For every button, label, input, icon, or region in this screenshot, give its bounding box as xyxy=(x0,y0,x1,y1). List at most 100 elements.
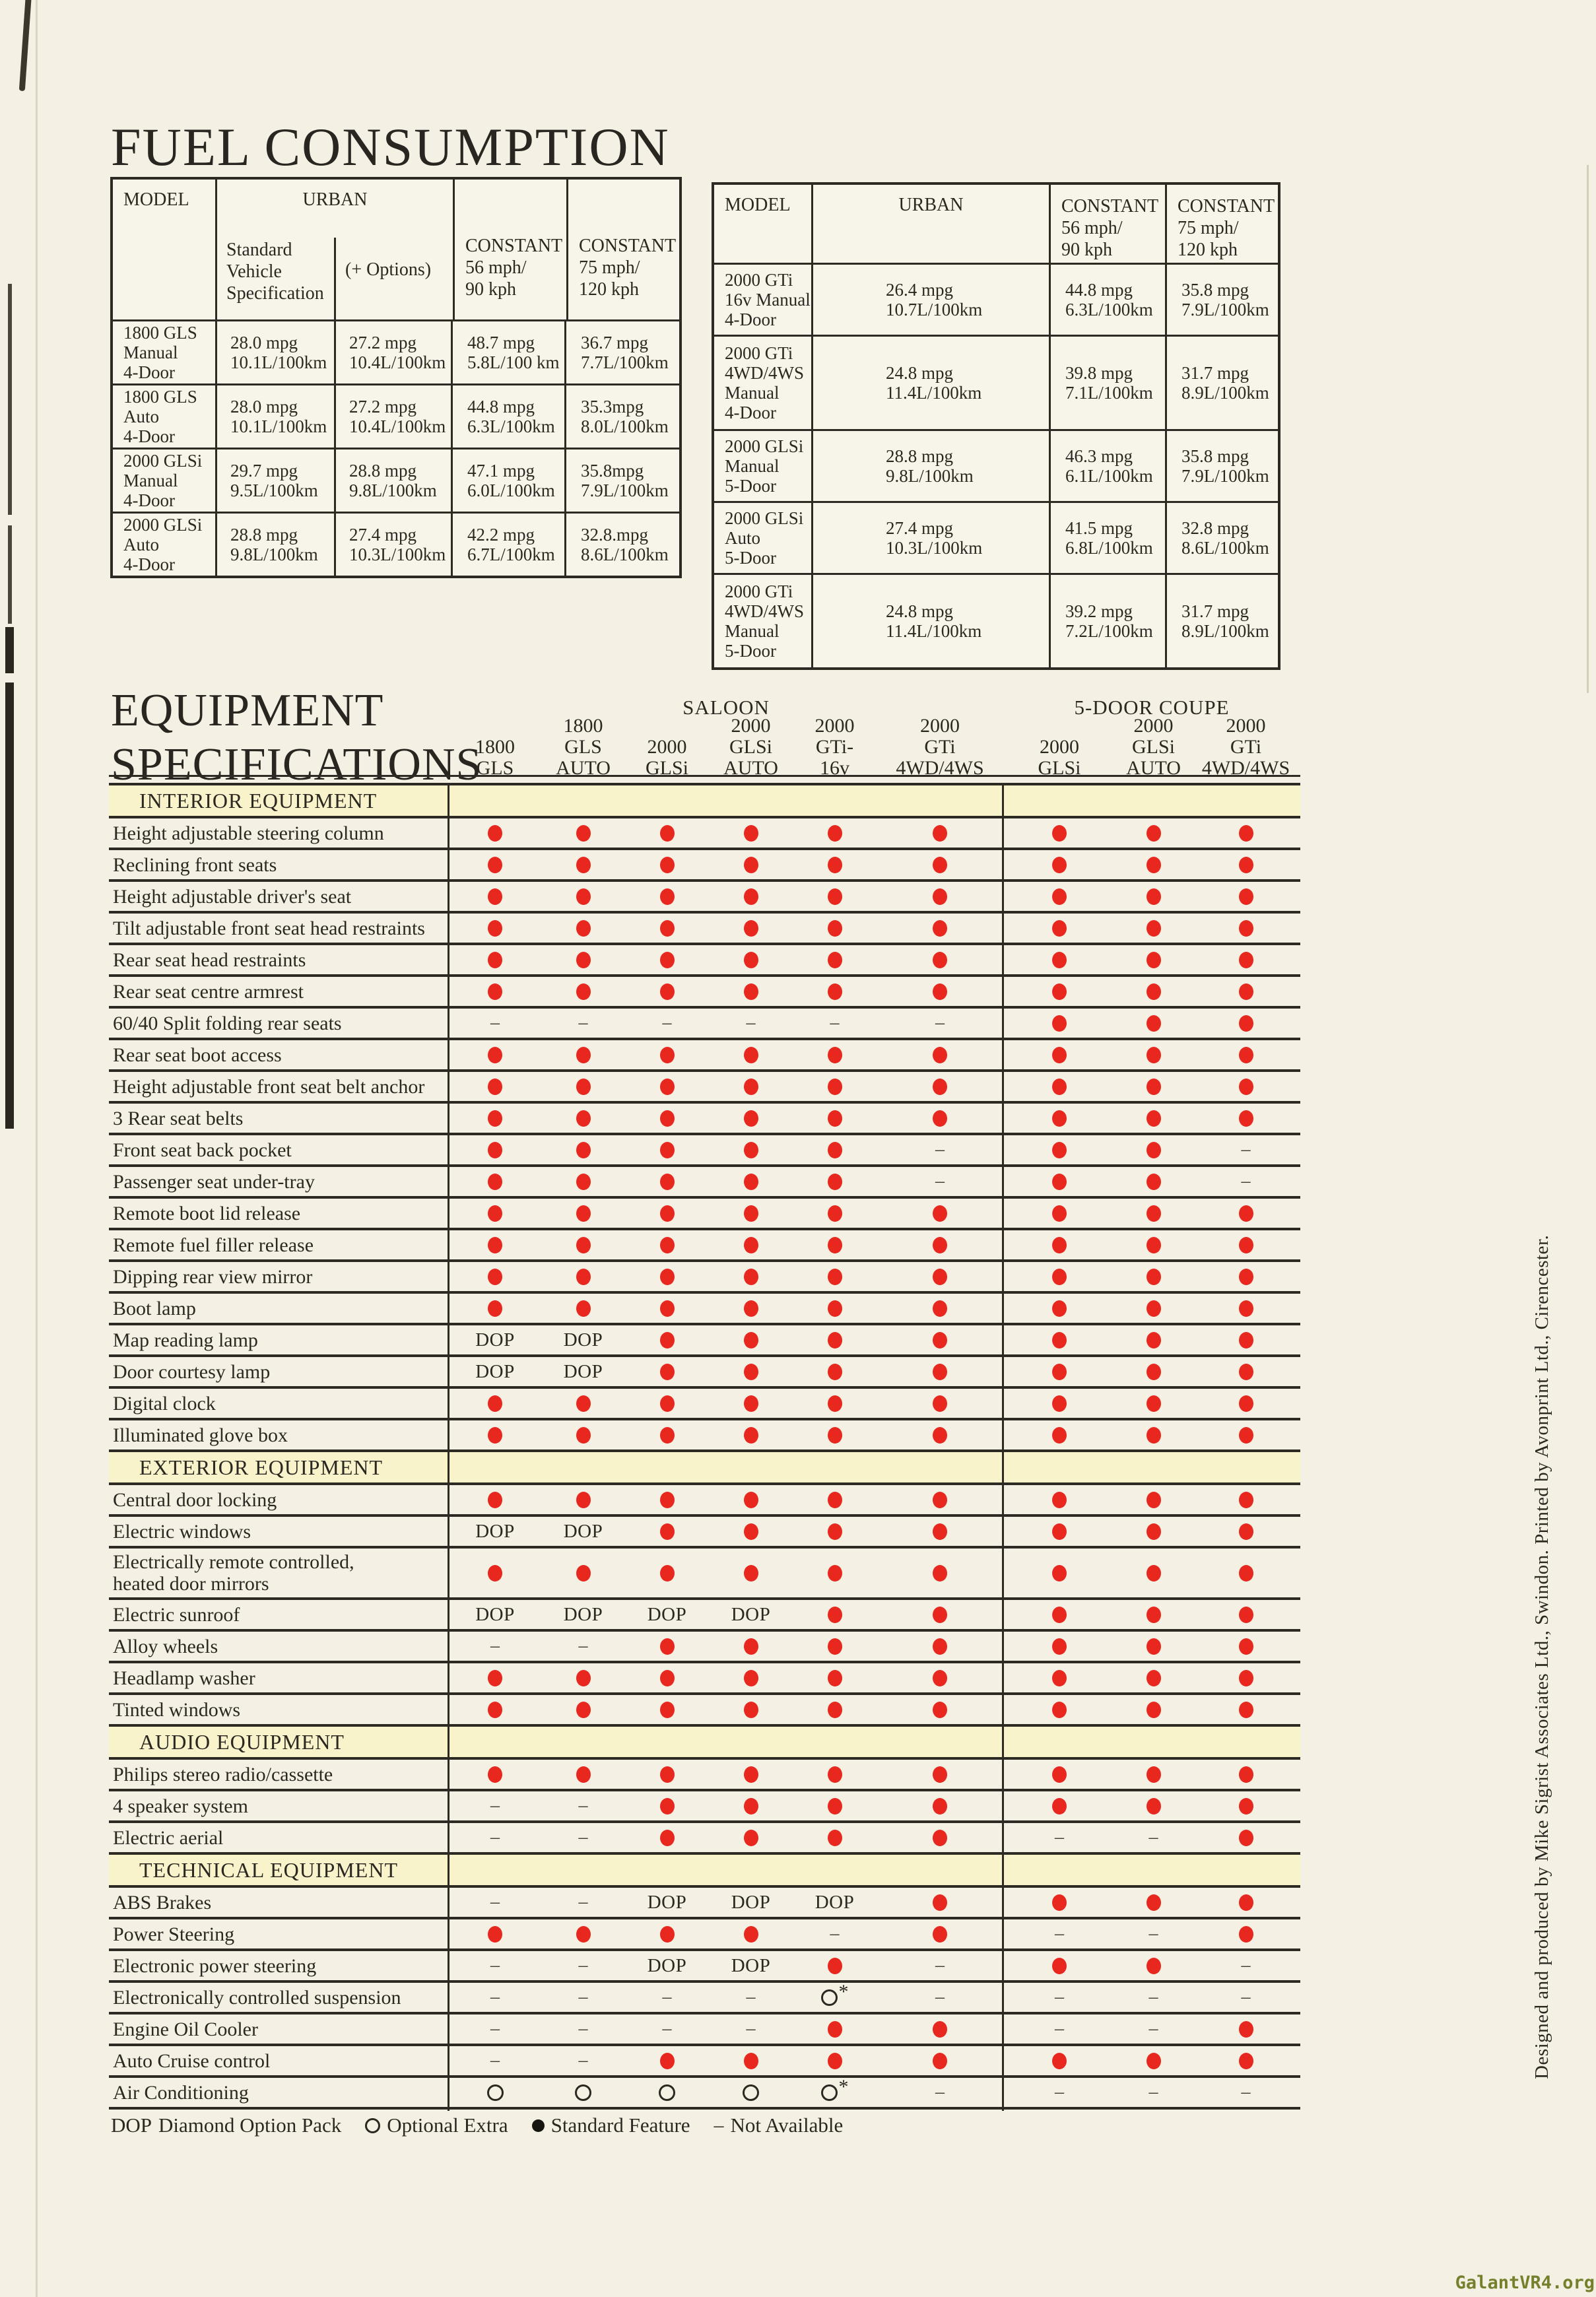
standard-feature-dot-icon xyxy=(659,1491,675,1508)
standard-feature-dot-icon xyxy=(576,888,591,905)
text-line: 56 mph/ xyxy=(465,257,527,278)
equipment-cell xyxy=(625,1485,709,1514)
row-label: Alloy wheels xyxy=(113,1635,218,1657)
standard-feature-dot-icon xyxy=(743,1925,758,1943)
standard-feature-dot-icon xyxy=(1052,1173,1067,1190)
equipment-cell: – xyxy=(625,2014,709,2044)
fuel-urban-standard-cell: 29.7 mpg 9.5L/100km xyxy=(217,449,336,512)
standard-feature-dot-icon xyxy=(1238,1110,1253,1127)
standard-feature-dot-icon xyxy=(576,1173,591,1190)
text-line: 4WD/4WS xyxy=(725,601,804,621)
standard-feature-dot-icon xyxy=(743,1173,758,1190)
standard-feature-dot-icon xyxy=(659,1829,675,1846)
equipment-cell xyxy=(709,1199,793,1228)
standard-feature-dot-icon xyxy=(576,1268,591,1285)
equipment-cell xyxy=(1003,1632,1115,1661)
standard-feature-dot-icon xyxy=(1052,1236,1067,1253)
dop-mark: DOP xyxy=(647,1603,687,1625)
equipment-cell xyxy=(449,1548,541,1597)
standard-feature-dot-icon xyxy=(488,1173,502,1190)
urban-column-header: URBAN Standard Vehicle Specification (+ Opti… xyxy=(217,180,455,319)
text-line: 2000 GLSi xyxy=(123,515,203,535)
equipment-cell xyxy=(793,1951,877,1980)
dop-mark: DOP xyxy=(475,1603,515,1625)
equipment-cell: – xyxy=(1115,1823,1191,1852)
optional-extra-circle-icon xyxy=(743,2084,759,2101)
row-label: Height adjustable driver's seat xyxy=(113,885,352,908)
not-available-mark: – xyxy=(935,1139,945,1160)
equipment-cell xyxy=(541,1548,625,1597)
equipment-cell xyxy=(793,1791,877,1820)
standard-feature-dot-icon xyxy=(1146,1957,1161,1974)
standard-feature-dot-icon xyxy=(659,856,675,873)
text-line: 48.7 mpg xyxy=(467,333,535,352)
not-available-mark: – xyxy=(1055,1987,1064,2007)
equipment-cell xyxy=(709,1230,793,1259)
equipment-cell xyxy=(1191,1104,1300,1133)
equipment-cell xyxy=(625,1823,709,1852)
equipment-cell: – xyxy=(449,1791,541,1820)
equipment-row: Central door locking xyxy=(109,1485,1300,1514)
standard-feature-dot-icon xyxy=(743,1110,758,1127)
standard-feature-dot-icon xyxy=(1146,1669,1161,1686)
not-available-mark: – xyxy=(1055,1827,1064,1848)
standard-feature-dot-icon xyxy=(1146,1331,1161,1348)
text-line: 7.9L/100km xyxy=(1181,300,1269,319)
equipment-cell xyxy=(1003,1325,1115,1354)
standard-feature-dot-icon xyxy=(576,1395,591,1412)
fuel-table-gti-5door: MODEL URBAN CONSTANT 56 mph/90 kph CONSTANT 7… xyxy=(712,182,1280,670)
equipment-row: Map reading lamp DOP DOP xyxy=(109,1323,1300,1354)
standard-feature-dot-icon xyxy=(933,1523,947,1540)
equipment-cell xyxy=(1115,1357,1191,1386)
standard-feature-dot-icon xyxy=(933,1110,947,1127)
equipment-row: Philips stereo radio/cassette xyxy=(109,1760,1300,1789)
standard-feature-dot-icon xyxy=(827,1173,842,1190)
equipment-cell xyxy=(793,882,877,911)
standard-feature-dot-icon xyxy=(827,888,842,905)
equipment-cell xyxy=(1191,2014,1300,2044)
equipment-row: Dipping rear view mirror xyxy=(109,1259,1300,1291)
standard-feature-dot-icon xyxy=(1146,1268,1161,1285)
fuel-model-cell: 2000 GTi 4WD/4WS Manual 4-Door xyxy=(714,337,813,429)
standard-feature-dot-icon xyxy=(1146,1173,1161,1190)
equipment-cell xyxy=(1115,1389,1191,1418)
standard-feature-dot-icon xyxy=(933,2020,947,2038)
scan-artifact-binding xyxy=(8,284,12,624)
standard-feature-dot-icon xyxy=(933,1564,947,1581)
legend-item: Optional Extra xyxy=(365,2114,508,2137)
standard-feature-dot-icon xyxy=(659,1395,675,1412)
equipment-cell xyxy=(625,1517,709,1546)
fuel-urban-cell: 27.4 mpg 10.3L/100km xyxy=(813,503,1051,573)
text-line: 32.8.mpg xyxy=(581,525,649,545)
equipment-cell xyxy=(1003,818,1115,848)
equipment-cell: DOP xyxy=(625,1951,709,1980)
equipment-cell xyxy=(709,1104,793,1133)
text-line: 36.7 mpg xyxy=(581,333,649,352)
equipment-cell xyxy=(877,1104,1003,1133)
equipment-cell xyxy=(625,1663,709,1692)
equipment-cell xyxy=(709,1695,793,1724)
optional-extra-circle-icon xyxy=(820,1989,838,2006)
equipment-cell xyxy=(1003,914,1115,943)
standard-feature-dot-icon xyxy=(1238,1268,1253,1285)
not-available-mark: – xyxy=(662,1013,672,1033)
model-column-header: MODEL xyxy=(113,180,217,319)
equipment-row: 3 Rear seat belts xyxy=(109,1101,1300,1133)
standard-feature-dot-icon xyxy=(576,1564,591,1581)
not-available-mark: – xyxy=(935,1013,945,1033)
equipment-cell xyxy=(541,945,625,974)
equipment-cell: – xyxy=(541,1983,625,2012)
standard-feature-dot-icon xyxy=(827,1426,842,1444)
equipment-cell xyxy=(793,1294,877,1323)
standard-feature-dot-icon xyxy=(1146,919,1161,937)
equipment-cell xyxy=(793,1357,877,1386)
standard-feature-dot-icon xyxy=(827,1829,842,1846)
fuel-urban-options-cell: 27.4 mpg 10.3L/100km xyxy=(336,514,453,576)
equipment-cell xyxy=(1115,850,1191,879)
dop-mark: DOP xyxy=(475,1329,515,1350)
row-label: Electrically remote controlled, heated do… xyxy=(109,1551,449,1595)
text-line: 11.4L/100km xyxy=(886,383,982,403)
text-line: 10.1L/100km xyxy=(230,416,327,436)
equipment-cell xyxy=(1003,1951,1115,1980)
equipment-cell xyxy=(1191,1600,1300,1629)
